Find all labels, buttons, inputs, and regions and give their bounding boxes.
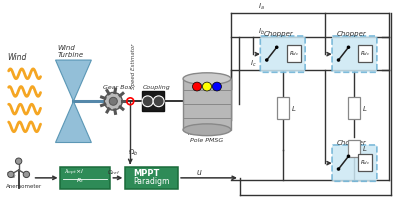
- FancyBboxPatch shape: [260, 36, 305, 72]
- Circle shape: [192, 82, 202, 91]
- Text: $L$: $L$: [362, 104, 368, 113]
- Polygon shape: [56, 60, 91, 101]
- Text: $I_c$: $I_c$: [250, 59, 256, 69]
- Circle shape: [347, 46, 350, 49]
- Text: Chopper: Chopper: [264, 32, 294, 37]
- FancyBboxPatch shape: [332, 36, 377, 72]
- Bar: [348, 97, 360, 119]
- Circle shape: [275, 46, 278, 49]
- Circle shape: [265, 58, 268, 62]
- Bar: [358, 154, 372, 171]
- Text: Turbine: Turbine: [58, 52, 84, 58]
- Text: $v_w$: $v_w$: [6, 171, 16, 181]
- Text: $R_{dc}$: $R_{dc}$: [360, 158, 371, 167]
- Circle shape: [337, 58, 340, 62]
- Ellipse shape: [183, 124, 231, 136]
- Circle shape: [16, 158, 22, 164]
- FancyBboxPatch shape: [332, 145, 377, 181]
- Text: Speed Estimator: Speed Estimator: [131, 44, 136, 89]
- Text: Pole PMSG: Pole PMSG: [190, 138, 223, 143]
- Text: Anemometer: Anemometer: [6, 184, 42, 189]
- Ellipse shape: [183, 73, 231, 85]
- Text: $L$: $L$: [362, 144, 368, 153]
- Text: $\Omega_{ref}$: $\Omega_{ref}$: [107, 168, 121, 177]
- Bar: [277, 97, 289, 119]
- Circle shape: [109, 97, 117, 105]
- Text: Gear Box: Gear Box: [103, 84, 132, 89]
- Text: $\Omega_b$: $\Omega_b$: [128, 148, 138, 158]
- Circle shape: [212, 82, 222, 91]
- Circle shape: [142, 96, 153, 107]
- Bar: [348, 140, 360, 157]
- Circle shape: [104, 92, 122, 110]
- Circle shape: [202, 82, 212, 91]
- Text: MPPT: MPPT: [133, 169, 160, 178]
- Circle shape: [8, 171, 14, 178]
- Text: $I_a$: $I_a$: [258, 2, 264, 12]
- Bar: [60, 167, 110, 189]
- Text: Coupling: Coupling: [143, 84, 171, 89]
- Circle shape: [337, 167, 340, 171]
- Circle shape: [153, 96, 164, 107]
- Bar: [142, 92, 164, 111]
- Text: Non-salient: Non-salient: [188, 131, 224, 136]
- Circle shape: [23, 171, 30, 178]
- Text: Chopper: Chopper: [336, 140, 366, 147]
- Polygon shape: [56, 101, 91, 143]
- Text: Paradigm: Paradigm: [133, 177, 170, 186]
- Bar: [125, 167, 178, 189]
- Text: $R_t$: $R_t$: [76, 176, 85, 185]
- Text: $\lambda_{opt}\!\times\!l$: $\lambda_{opt}\!\times\!l$: [64, 168, 85, 178]
- Bar: [287, 45, 301, 62]
- Text: Chopper: Chopper: [336, 32, 366, 37]
- Text: $u$: $u$: [196, 168, 202, 177]
- Text: $R_{dc}$: $R_{dc}$: [360, 49, 371, 58]
- Text: Wind: Wind: [8, 53, 27, 62]
- Text: $I_b$: $I_b$: [258, 27, 265, 37]
- Circle shape: [347, 154, 350, 158]
- Text: Wind: Wind: [58, 45, 75, 51]
- Text: $R_{dc}$: $R_{dc}$: [289, 49, 299, 58]
- Text: $L$: $L$: [291, 104, 296, 113]
- Bar: [358, 45, 372, 62]
- Bar: [183, 79, 231, 130]
